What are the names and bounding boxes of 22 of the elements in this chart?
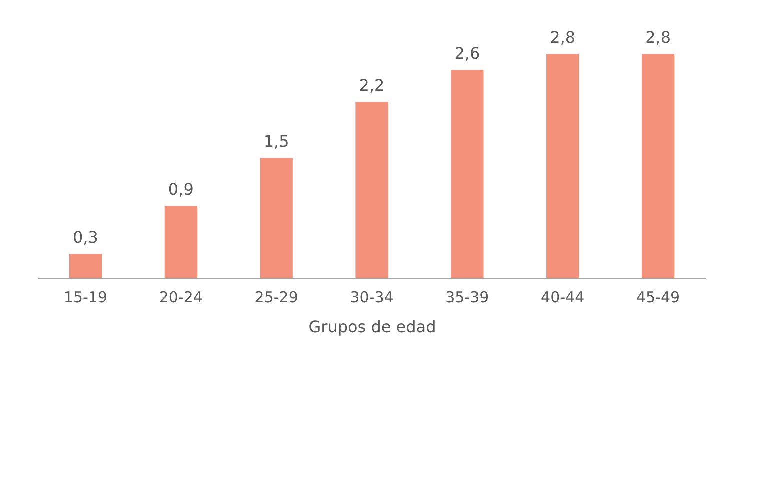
x-tick-label: 30-34 — [350, 288, 394, 306]
data-label: 2,8 — [646, 28, 672, 47]
data-label: 2,8 — [550, 28, 576, 47]
data-label: 1,5 — [264, 132, 290, 151]
data-label: 2,2 — [359, 76, 385, 95]
data-label: 0,3 — [72, 228, 98, 247]
bar — [164, 206, 198, 278]
x-tick-label: 20-24 — [159, 288, 203, 306]
bar — [546, 54, 580, 278]
x-axis-title: Grupos de edad — [308, 318, 436, 336]
x-tick-label: 45-49 — [636, 288, 680, 306]
x-tick-label: 40-44 — [541, 288, 585, 306]
bar — [69, 254, 102, 278]
data-label: 2,6 — [454, 44, 480, 63]
x-tick-label: 25-29 — [254, 288, 298, 306]
bar — [642, 54, 675, 278]
bar — [451, 70, 484, 278]
x-tick-label: 15-19 — [64, 288, 108, 306]
bar — [260, 158, 293, 278]
data-label: 0,9 — [168, 180, 194, 199]
x-tick-label: 35-39 — [446, 288, 490, 306]
bar — [356, 102, 388, 278]
